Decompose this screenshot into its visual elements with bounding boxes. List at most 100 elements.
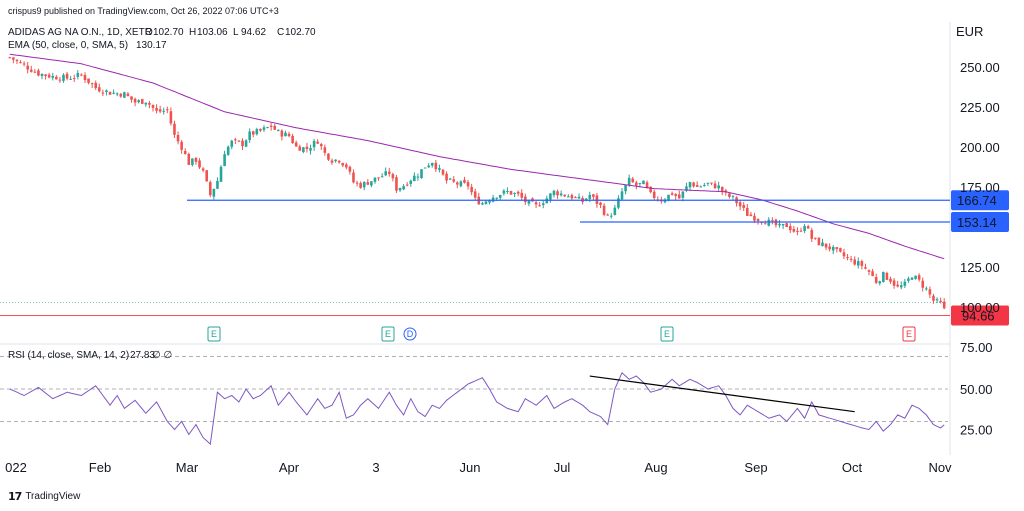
- candle: [262, 125, 266, 132]
- candle: [685, 182, 688, 193]
- candle: [90, 82, 94, 89]
- candle-body: [205, 170, 208, 182]
- candle-body: [624, 184, 627, 192]
- candle-body: [323, 147, 327, 153]
- candle-body: [742, 205, 746, 208]
- candle: [524, 193, 527, 205]
- candle: [255, 127, 259, 136]
- candle: [928, 286, 932, 299]
- candle-body: [681, 191, 685, 198]
- candle-body: [506, 190, 509, 192]
- candle: [885, 271, 889, 281]
- candle: [534, 199, 538, 209]
- candle: [617, 195, 620, 210]
- candle: [821, 238, 824, 247]
- candle-body: [241, 140, 244, 147]
- candle-body: [277, 130, 280, 132]
- candle: [491, 194, 495, 203]
- candle: [803, 223, 806, 234]
- candle-body: [284, 132, 287, 137]
- candle-body: [183, 150, 187, 154]
- candle: [792, 225, 796, 233]
- candle-body: [395, 177, 398, 191]
- candle: [867, 269, 871, 276]
- candle: [22, 61, 26, 67]
- candle-body: [516, 191, 520, 194]
- candle-body: [527, 199, 531, 204]
- candle: [635, 180, 638, 190]
- candle: [796, 227, 799, 236]
- candle-body: [208, 182, 212, 196]
- price-axis: 250.00 225.00 200.00 175.00 125.00 100.00 75.0…: [960, 60, 1000, 438]
- candle: [402, 184, 405, 191]
- candle: [47, 72, 51, 79]
- candle-body: [51, 75, 55, 78]
- time-tick-label: Oct: [842, 460, 863, 475]
- candle-body: [785, 223, 788, 228]
- candle: [65, 72, 69, 81]
- candle-body: [348, 166, 352, 172]
- candle-body: [47, 74, 51, 78]
- candle-body: [796, 230, 799, 232]
- candle-body: [642, 180, 645, 185]
- candle: [29, 65, 33, 73]
- candle: [609, 213, 613, 219]
- candle: [939, 297, 942, 304]
- candle-body: [620, 191, 624, 200]
- candle-body: [380, 176, 384, 178]
- candle-body: [201, 168, 205, 171]
- rsi-tick-label: 50.00: [960, 382, 993, 397]
- candle: [831, 245, 835, 255]
- candles: [8, 56, 946, 310]
- candle: [370, 181, 373, 188]
- level-badge-label: 153.14: [957, 215, 997, 230]
- candle-body: [935, 299, 939, 301]
- candle: [430, 162, 434, 168]
- candle: [219, 165, 223, 182]
- candle: [201, 167, 205, 173]
- rsi-pane[interactable]: [9, 371, 945, 446]
- ohlc-value: 94.62: [241, 27, 266, 38]
- candle: [559, 190, 563, 197]
- candle-body: [144, 102, 148, 105]
- candle-body: [108, 91, 112, 95]
- candle: [788, 223, 792, 233]
- price-tick-label: 175.00: [960, 180, 1000, 195]
- candle-body: [635, 182, 638, 186]
- candle-body: [695, 185, 699, 187]
- candle-body: [187, 153, 191, 165]
- candle: [398, 187, 402, 193]
- candle-body: [430, 162, 434, 166]
- price-pane[interactable]: 166.74 153.14 94.66: [0, 53, 1009, 326]
- footer-brand[interactable]: 17 TradingView: [8, 490, 80, 503]
- ohlc-key: L: [233, 27, 239, 38]
- candle-body: [69, 78, 72, 80]
- candle: [119, 92, 123, 98]
- candle: [824, 243, 828, 251]
- candle-body: [355, 182, 359, 184]
- candle-body: [291, 135, 294, 144]
- candle: [155, 104, 158, 114]
- event-marker: E: [902, 326, 916, 342]
- candle-body: [423, 167, 427, 169]
- currency-label: EUR: [956, 24, 983, 39]
- candle: [728, 192, 731, 199]
- candle: [806, 224, 810, 229]
- candle: [76, 70, 80, 80]
- candle-body: [90, 83, 94, 85]
- candle-body: [885, 272, 889, 280]
- candle: [362, 181, 366, 191]
- candle: [44, 74, 47, 80]
- candle-body: [65, 73, 69, 79]
- candle-body: [925, 288, 928, 290]
- candle: [835, 247, 839, 253]
- candle: [506, 187, 509, 194]
- candle-body: [298, 146, 302, 151]
- candle-body: [434, 162, 438, 170]
- candle-body: [839, 248, 842, 252]
- candle-body: [907, 278, 910, 281]
- candle: [921, 277, 925, 292]
- candle-body: [62, 74, 65, 81]
